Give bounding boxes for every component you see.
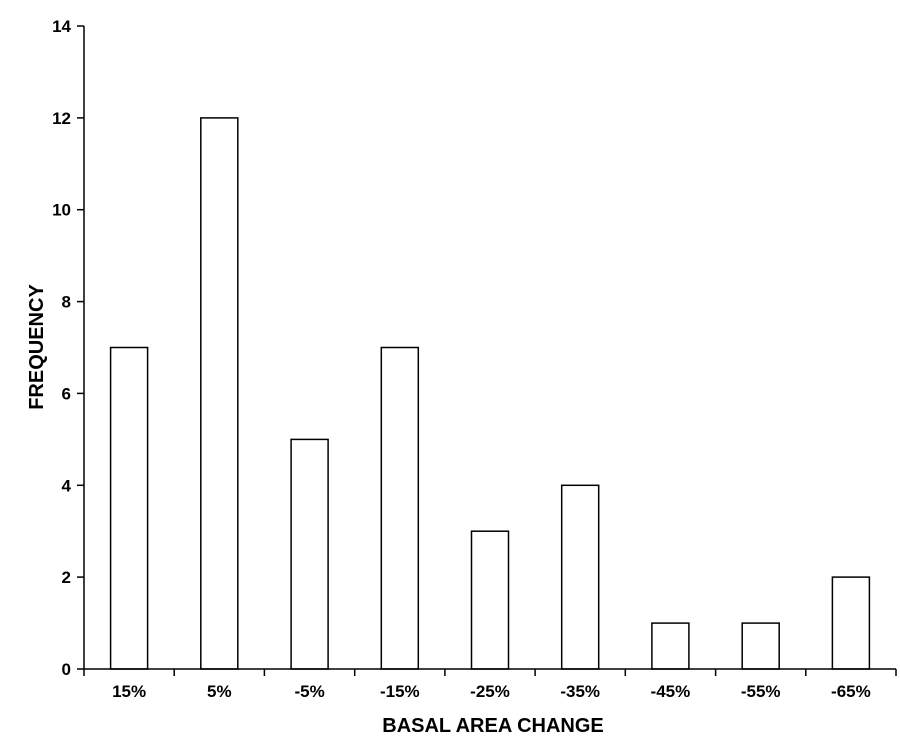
x-tick-label: -55% bbox=[741, 682, 781, 701]
x-tick-label: 5% bbox=[207, 682, 232, 701]
x-tick-label: -45% bbox=[651, 682, 691, 701]
bar bbox=[560, 484, 600, 670]
y-tick-label: 4 bbox=[62, 476, 72, 495]
y-tick-label: 12 bbox=[52, 109, 71, 128]
bar bbox=[651, 622, 690, 670]
y-ticks-group: 0 2 4 6 8 10 12 14 bbox=[52, 17, 84, 679]
y-tick-label: 2 bbox=[62, 568, 71, 587]
bar bbox=[200, 117, 239, 670]
y-tick-label: 0 bbox=[62, 660, 71, 679]
x-tick-label: -5% bbox=[294, 682, 324, 701]
y-tick-label: 10 bbox=[52, 201, 71, 220]
bar bbox=[380, 346, 420, 670]
bar bbox=[470, 530, 510, 670]
y-tick-label: 6 bbox=[62, 384, 71, 403]
x-tick-label: 15% bbox=[112, 682, 146, 701]
x-ticks-group: 15% 5% -5% -15% -25% -35% -45% -55% -65% bbox=[83, 669, 897, 701]
x-axis-title: BASAL AREA CHANGE bbox=[382, 715, 604, 737]
y-axis-title: FREQUENCY bbox=[26, 284, 48, 410]
bars-group bbox=[109, 117, 871, 670]
x-tick-label: -65% bbox=[831, 682, 871, 701]
bar bbox=[741, 622, 780, 670]
bar bbox=[290, 438, 329, 670]
bar bbox=[831, 576, 871, 670]
x-tick-label: -35% bbox=[560, 682, 600, 701]
y-tick-label: 8 bbox=[62, 293, 71, 312]
x-tick-label: -25% bbox=[470, 682, 510, 701]
y-tick-label: 14 bbox=[52, 17, 71, 36]
bar bbox=[109, 346, 149, 670]
x-tick-label: -15% bbox=[380, 682, 420, 701]
